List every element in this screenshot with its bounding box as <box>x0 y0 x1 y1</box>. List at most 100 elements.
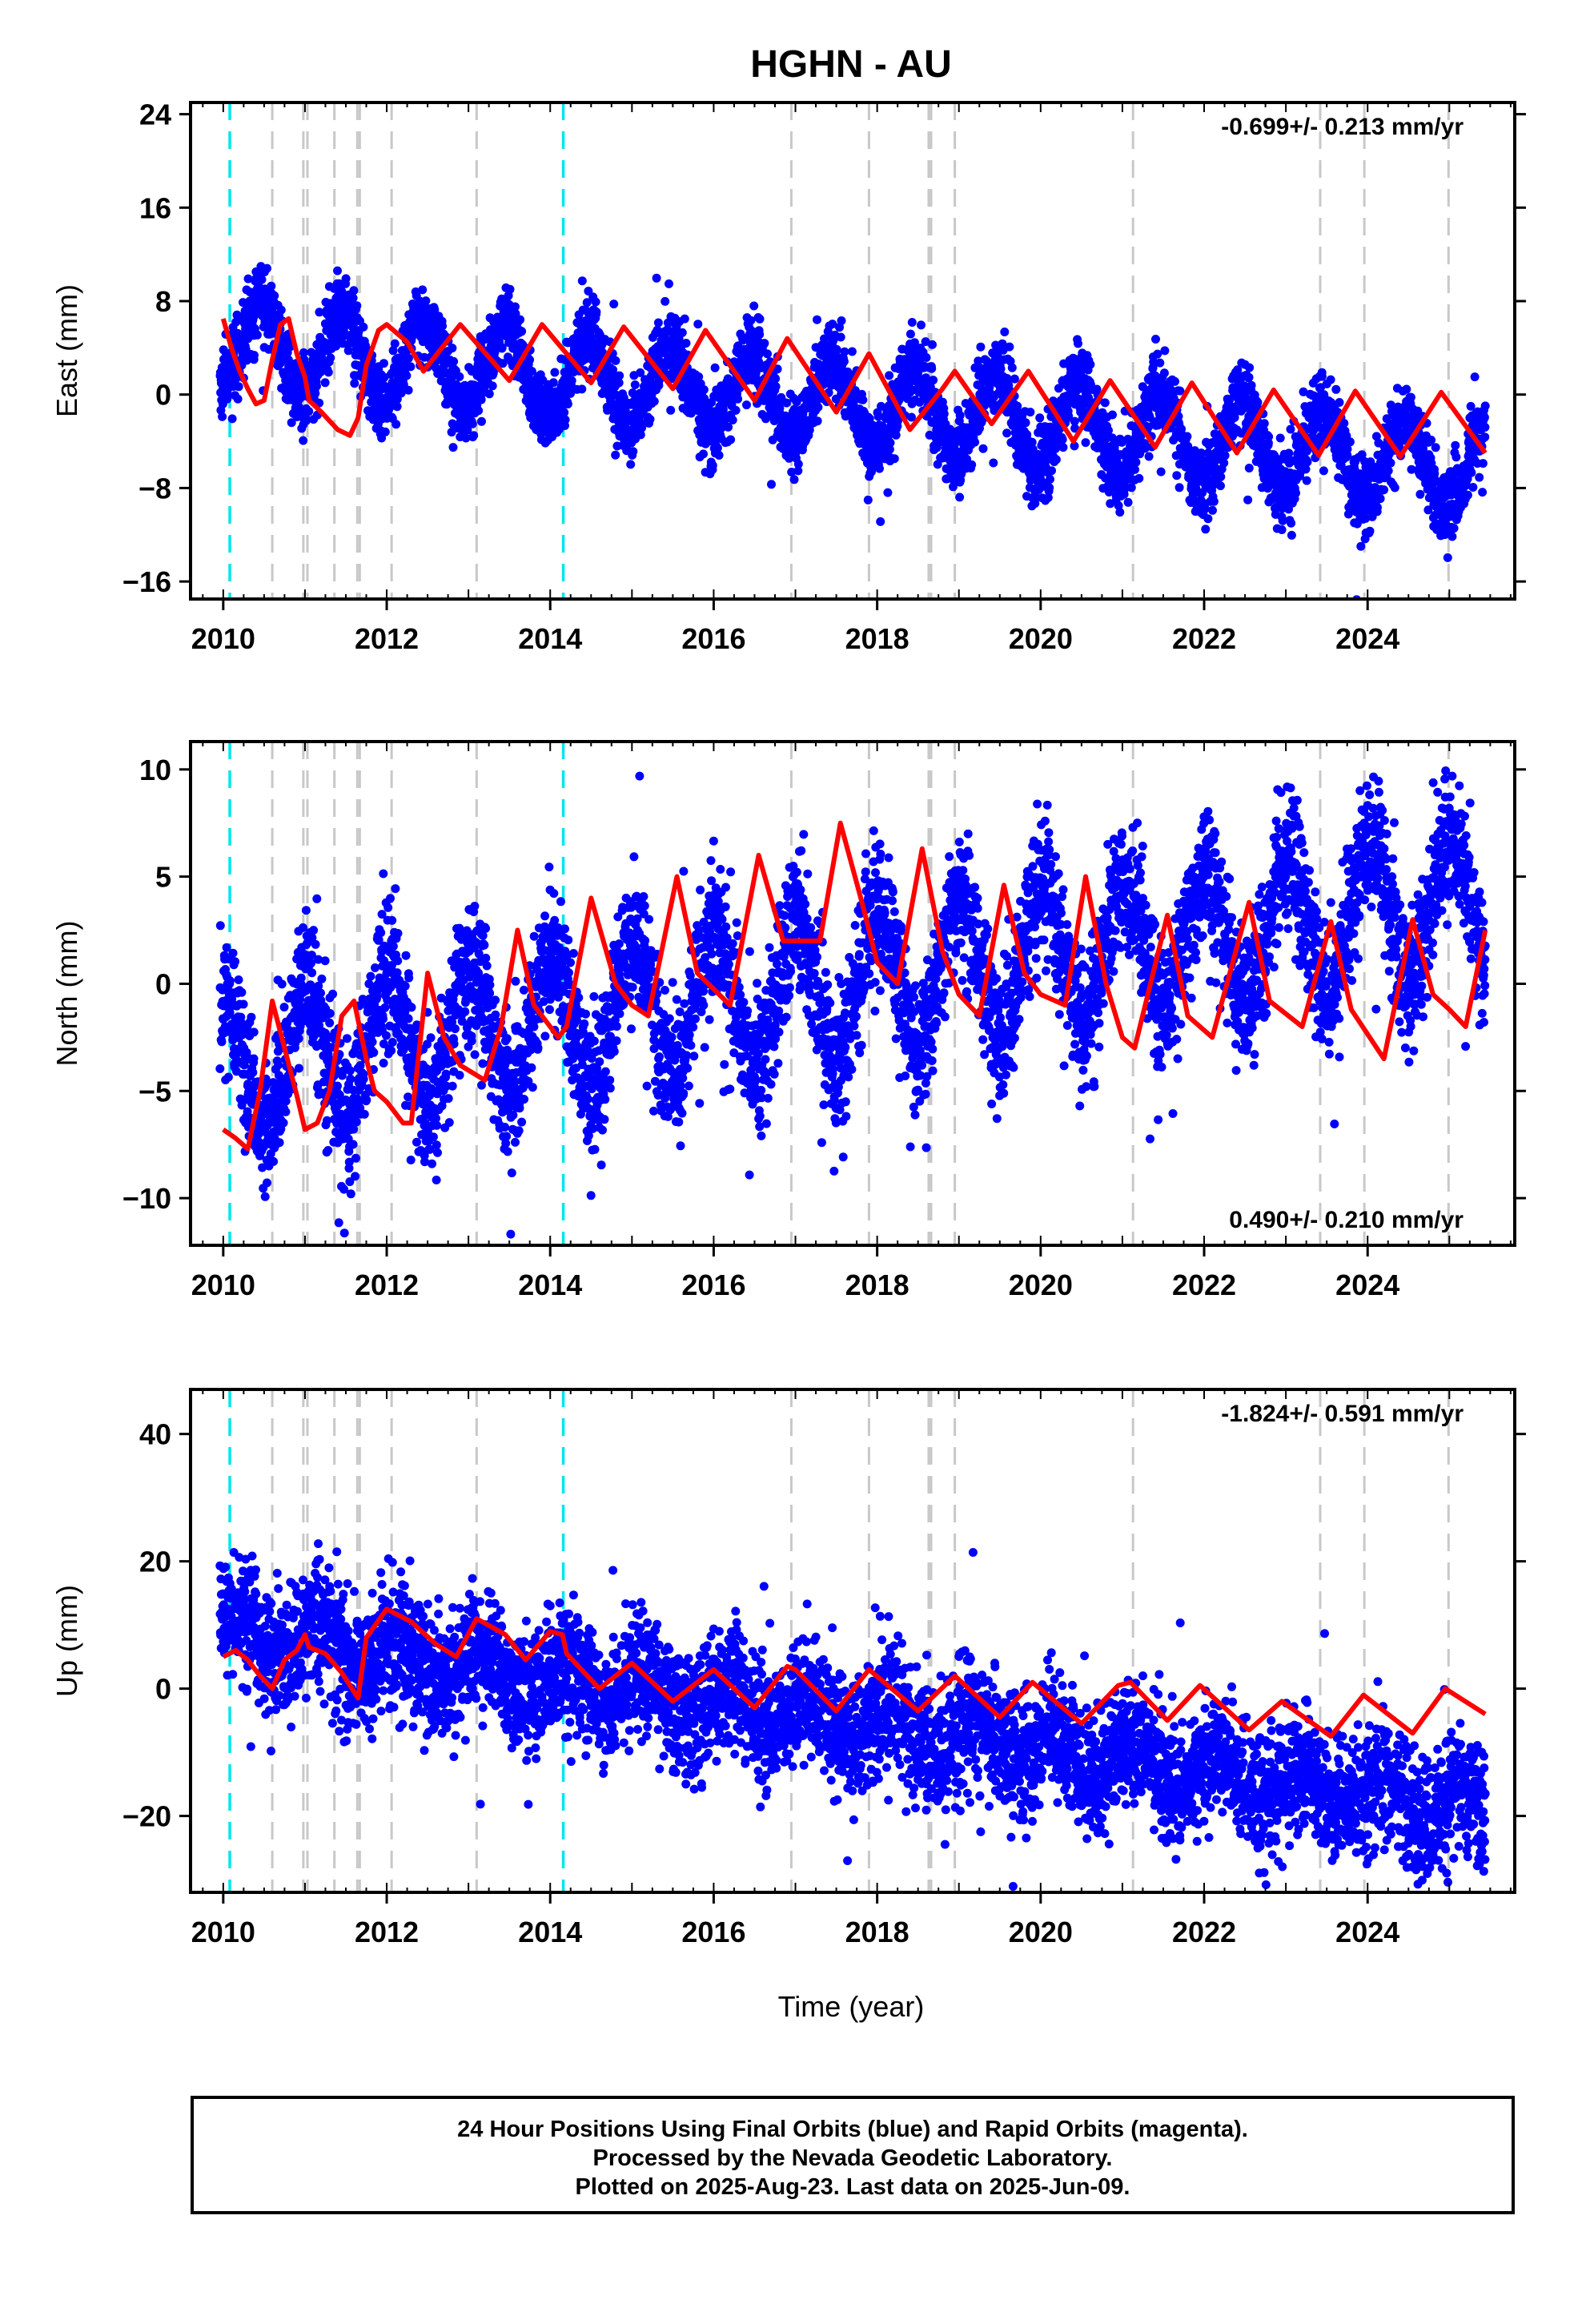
data-point <box>839 356 849 366</box>
data-point <box>348 293 358 303</box>
data-point <box>1365 526 1375 536</box>
data-point <box>438 321 448 331</box>
data-point <box>793 460 803 468</box>
data-point <box>1402 384 1411 394</box>
data-point <box>1115 508 1125 517</box>
data-point <box>323 368 333 377</box>
data-point <box>1156 467 1166 476</box>
data-point <box>550 368 560 377</box>
data-point <box>1174 483 1184 493</box>
data-point <box>1144 452 1154 461</box>
data-point <box>989 458 998 468</box>
data-point <box>287 418 296 428</box>
data-point <box>1286 424 1295 434</box>
data-point <box>1058 435 1067 444</box>
data-point <box>267 281 276 291</box>
data-point <box>661 296 670 306</box>
data-point <box>1051 455 1061 464</box>
data-point <box>1007 363 1017 372</box>
data-point <box>380 427 390 436</box>
data-point <box>276 305 286 315</box>
data-point <box>653 318 663 328</box>
data-point <box>837 316 846 325</box>
data-point <box>390 339 400 348</box>
data-point <box>883 488 893 497</box>
data-point <box>448 372 457 382</box>
data-point <box>1021 418 1030 428</box>
data-point <box>304 407 314 416</box>
data-point <box>1259 419 1269 428</box>
data-point <box>731 405 741 415</box>
data-point <box>630 380 640 389</box>
data-point <box>666 405 676 415</box>
data-point <box>257 275 267 284</box>
data-point <box>773 364 782 374</box>
data-point <box>388 346 398 356</box>
data-point <box>536 384 546 394</box>
data-point <box>511 309 520 319</box>
data-point <box>726 435 736 444</box>
data-point <box>1126 483 1136 493</box>
data-point <box>1287 530 1296 540</box>
data-point <box>1275 433 1285 443</box>
data-point <box>1086 360 1095 369</box>
east-panel: 2010 2012 2014 2016 2018 2020 2022 2024−16−8081… <box>50 99 1526 655</box>
data-point <box>392 402 402 412</box>
data-point <box>1244 372 1254 382</box>
data-point <box>1407 464 1416 474</box>
data-point <box>430 305 440 315</box>
data-point <box>1200 504 1210 513</box>
data-point <box>917 320 926 330</box>
data-point <box>497 343 507 352</box>
data-point <box>876 517 885 526</box>
data-point <box>1170 376 1179 386</box>
data-point <box>1245 363 1255 372</box>
data-point <box>406 362 416 372</box>
data-point <box>449 356 459 366</box>
data-point <box>320 378 330 388</box>
data-point <box>609 300 619 309</box>
data-point <box>1291 489 1300 498</box>
data-point <box>921 353 931 362</box>
data-point <box>885 438 895 448</box>
data-point <box>970 437 980 447</box>
data-point <box>418 285 428 295</box>
data-point <box>1002 428 1012 438</box>
data-point <box>250 351 259 360</box>
data-point <box>1100 398 1110 408</box>
data-point <box>907 318 917 327</box>
data-point <box>865 414 874 424</box>
data-point <box>863 495 873 505</box>
data-point <box>782 398 791 408</box>
data-point <box>311 388 320 398</box>
data-point <box>626 460 636 469</box>
data-point <box>299 436 308 445</box>
data-point <box>628 447 638 456</box>
data-point <box>693 320 703 329</box>
data-point <box>611 356 620 365</box>
data-point <box>677 328 687 337</box>
data-point <box>832 344 841 354</box>
data-point <box>755 330 765 340</box>
data-point <box>1074 339 1082 348</box>
data-point <box>724 422 733 432</box>
data-point <box>767 480 776 489</box>
data-point <box>828 320 837 329</box>
data-point <box>1108 410 1117 420</box>
data-point <box>468 419 477 428</box>
data-point <box>1331 384 1341 394</box>
data-point <box>614 378 624 388</box>
data-point <box>234 382 243 392</box>
data-point <box>391 420 401 429</box>
data-point <box>713 444 722 452</box>
data-point <box>591 297 600 307</box>
data-point <box>335 279 344 288</box>
data-point <box>927 364 937 373</box>
data-point <box>404 353 413 363</box>
data-point <box>875 464 884 473</box>
data-point <box>252 330 262 340</box>
data-point <box>1058 443 1068 452</box>
data-point <box>1345 437 1355 447</box>
data-point <box>615 371 624 380</box>
data-point <box>858 395 868 404</box>
